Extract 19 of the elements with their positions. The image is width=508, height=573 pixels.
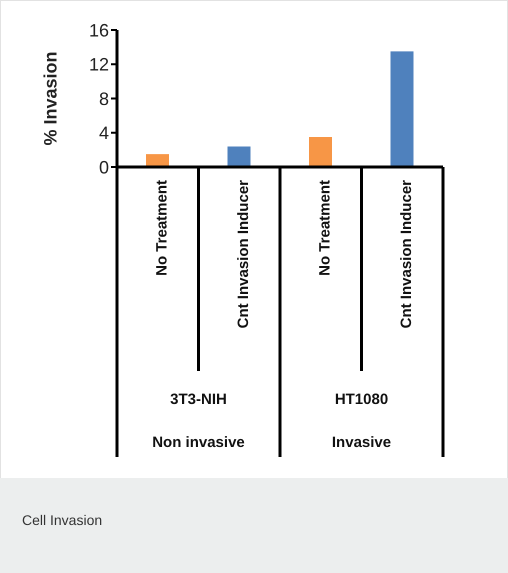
bar	[146, 154, 169, 167]
y-tick-label: 4	[98, 123, 109, 144]
y-tick-label: 8	[98, 88, 109, 109]
y-tick-label: 0	[98, 157, 109, 178]
y-tick-label: 12	[88, 54, 109, 75]
text: 3T3-NIH	[170, 390, 227, 408]
bar	[309, 137, 332, 167]
text: Cell Invasion	[22, 512, 102, 528]
y-axis-title: % Invasion	[40, 51, 60, 146]
text: Non invasive	[152, 434, 245, 451]
bar	[228, 146, 250, 167]
text: Invasive	[332, 434, 392, 451]
x-tick-label: No Treatment	[154, 180, 171, 276]
bar	[390, 51, 414, 167]
x-tick-label: Cnt Invasion Inducer	[235, 180, 252, 328]
x-tick-label: No Treatment	[316, 180, 334, 276]
text: HT1080	[334, 390, 388, 408]
y-tick-label: 16	[88, 20, 109, 40]
x-tick-label: Cnt Invasion Inducer	[398, 180, 416, 328]
